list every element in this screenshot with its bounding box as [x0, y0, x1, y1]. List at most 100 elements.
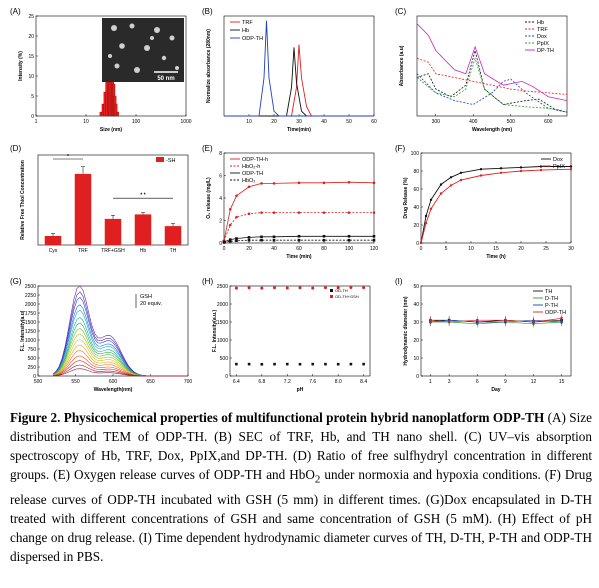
x-tick-label: 12	[531, 379, 537, 385]
significance-star: * *	[140, 193, 145, 199]
panel-e: (E) Time (min) O₂ release (mg/L) 0 20 40 60 80 1…	[200, 143, 390, 273]
y-tick-label: 2500	[217, 284, 228, 290]
legend-label: ODP-TH	[242, 36, 263, 42]
data-point	[349, 285, 353, 289]
panel-label: (C)	[395, 7, 406, 16]
panel-label: (H)	[202, 277, 213, 286]
legend-label: PpIX	[537, 41, 549, 47]
scale-bar-label: 50 nm	[157, 76, 174, 82]
y-axis-label: F.L. Intensity(a.u)	[20, 310, 26, 351]
y-tick-label: 2250	[25, 293, 36, 299]
data-point	[349, 362, 353, 366]
tem-particle	[134, 67, 140, 73]
tem-particle	[119, 43, 125, 49]
data-point	[228, 207, 232, 211]
data-point	[260, 238, 263, 242]
data-point	[449, 184, 453, 187]
data-point	[362, 286, 366, 290]
data-point	[459, 178, 463, 182]
x-tick-label: 600	[544, 119, 553, 125]
data-point	[272, 235, 276, 239]
y-tick-label: 100	[411, 151, 420, 157]
legend-label: OD-TH+GSH	[335, 294, 359, 299]
data-point	[336, 362, 340, 366]
legend-label: OD-TH	[335, 288, 348, 293]
caption-title: Figure 2. Physicochemical properties of …	[10, 410, 545, 425]
panel-label: (B)	[202, 7, 213, 16]
legend-label: DP-TH	[537, 48, 554, 54]
caption-body-1: (A) Size distribution and TEM of ODP-TH.…	[10, 410, 592, 482]
data-point	[347, 238, 351, 242]
thiol-bar	[74, 173, 92, 245]
x-tick-label: TH	[170, 248, 177, 254]
legend-swatch	[156, 157, 164, 162]
data-point	[336, 286, 340, 290]
x-tick-label: 0	[223, 246, 226, 252]
y-tick-label: 1250	[25, 329, 36, 335]
tem-particle	[108, 54, 112, 58]
y-tick-label: 2000	[25, 302, 36, 308]
thiol-bar	[164, 226, 182, 245]
x-tick-label: 100	[345, 246, 354, 252]
panel-f: (F) Time (h) Drug Release (%) 0 5 10 15 20 25 30 0…	[393, 143, 593, 273]
panel-b: (B) Time(min) Normalize absorbance (280nm)…	[200, 6, 390, 141]
data-point	[499, 167, 503, 170]
y-tick-label: 80	[413, 169, 419, 175]
y-axis-label: Relative Free Thiol Concentration	[20, 160, 26, 240]
y-tick-label: 8	[219, 151, 222, 157]
x-tick-label: 20	[518, 246, 524, 252]
panel-label: (D)	[10, 144, 21, 153]
data-point	[260, 286, 264, 290]
panel-label: (G)	[10, 277, 22, 286]
y-tick-label: 10	[413, 356, 419, 362]
x-axis-label: Size (nm)	[100, 127, 123, 133]
legend-label: D-TH	[545, 296, 558, 302]
panel-label: (F)	[395, 144, 406, 153]
x-tick-label: 650	[146, 379, 155, 385]
x-axis-label: pH	[297, 387, 304, 393]
tem-particle	[111, 25, 117, 31]
data-point	[260, 363, 264, 366]
data-point	[424, 214, 428, 218]
y-tick-label: 0	[416, 374, 419, 380]
legend-label: -SH	[166, 158, 176, 164]
series-line	[416, 73, 568, 113]
y-tick-label: 0	[31, 114, 34, 120]
y-tick-label: 4	[219, 196, 222, 202]
series-line	[223, 212, 374, 241]
y-tick-label: 40	[413, 302, 419, 308]
data-point	[539, 168, 543, 172]
y-tick-label: 1500	[217, 320, 228, 326]
annotation-label: 20 equiv.	[140, 301, 162, 307]
x-tick-label: 1000	[180, 119, 191, 125]
x-axis-label: Time (h)	[486, 254, 506, 260]
figure-caption: Figure 2. Physicochemical properties of …	[10, 408, 592, 566]
data-point	[372, 238, 376, 242]
legend-label: TH	[545, 289, 552, 295]
data-point	[247, 362, 251, 366]
y-tick-label: 1000	[217, 338, 228, 344]
x-tick-label: 10	[246, 119, 252, 125]
data-point	[260, 182, 263, 185]
data-point	[311, 286, 315, 290]
data-point	[228, 238, 232, 241]
data-point	[228, 240, 232, 243]
series-line	[430, 318, 562, 323]
data-point	[322, 238, 326, 242]
y-axis-label: Hydrodynamic diameter (nm)	[403, 296, 409, 366]
y-tick-label: 6	[219, 173, 222, 179]
legend-swatch	[330, 289, 333, 292]
x-tick-label: TRF+GSH	[101, 248, 125, 254]
series-line	[420, 166, 571, 244]
series-line	[223, 235, 374, 243]
legend-label: Hb	[537, 20, 544, 26]
thiol-bar	[104, 218, 122, 245]
series-line	[224, 44, 374, 117]
x-tick-label: 60	[296, 246, 302, 252]
data-point	[273, 286, 277, 290]
x-axis-label: Day	[491, 387, 500, 393]
x-tick-label: 40	[321, 119, 327, 125]
x-tick-label: 6	[476, 379, 479, 385]
x-tick-label: 8.4	[360, 379, 367, 385]
x-axis-label: Time(min)	[287, 127, 311, 133]
